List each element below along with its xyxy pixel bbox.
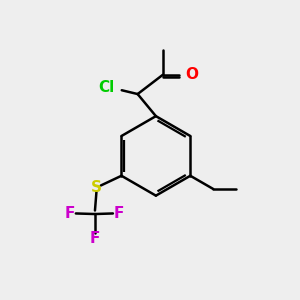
Text: F: F xyxy=(90,231,100,246)
Text: F: F xyxy=(65,206,75,221)
Text: F: F xyxy=(113,206,124,221)
Text: Cl: Cl xyxy=(99,80,115,95)
Text: O: O xyxy=(185,68,198,82)
Text: S: S xyxy=(91,180,102,195)
